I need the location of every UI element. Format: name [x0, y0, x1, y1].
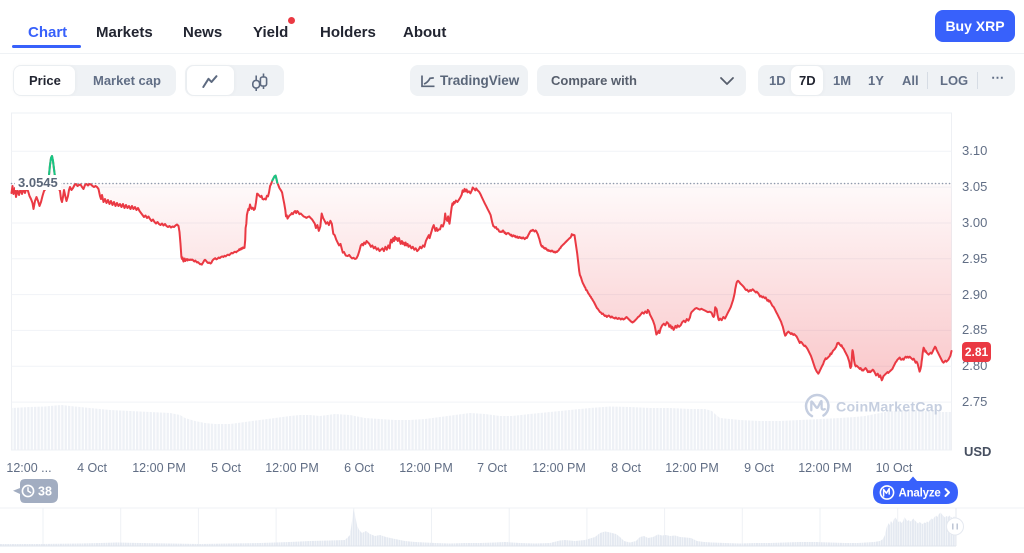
svg-text:CoinMarketCap: CoinMarketCap: [836, 400, 943, 416]
svg-text:38: 38: [38, 485, 52, 499]
svg-text:Analyze: Analyze: [899, 488, 941, 500]
